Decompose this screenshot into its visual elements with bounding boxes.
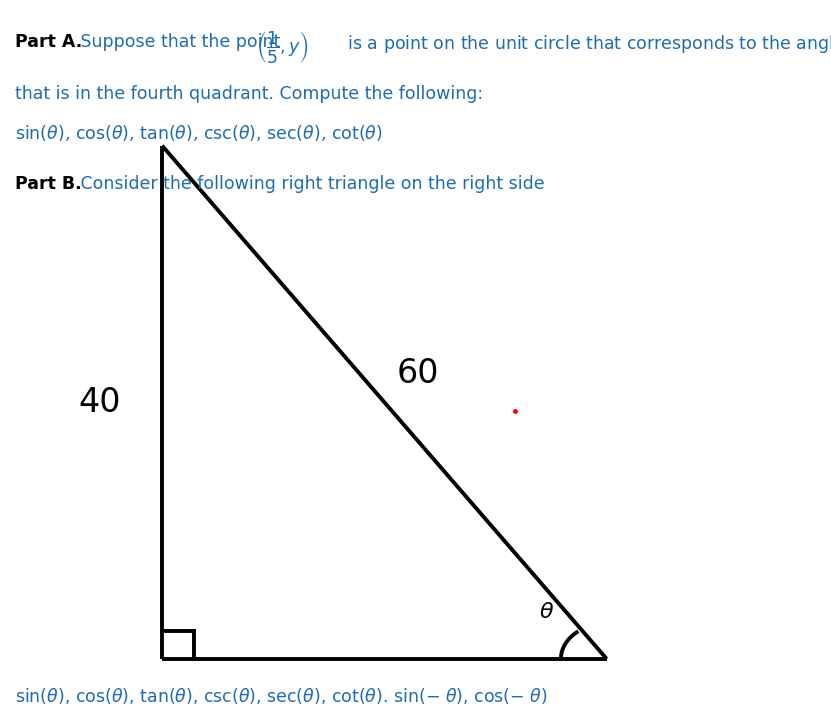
- Text: Part B.: Part B.: [15, 175, 81, 194]
- Text: $\left(\dfrac{1}{5}, y\right)$: $\left(\dfrac{1}{5}, y\right)$: [256, 29, 308, 65]
- Text: that is in the fourth quadrant. Compute the following:: that is in the fourth quadrant. Compute …: [15, 85, 483, 103]
- Text: $\theta$: $\theta$: [539, 601, 554, 622]
- Text: sin($\theta$), cos($\theta$), tan($\theta$), csc($\theta$), sec($\theta$), cot($: sin($\theta$), cos($\theta$), tan($\thet…: [15, 686, 548, 705]
- Text: Part A.: Part A.: [15, 33, 82, 51]
- Text: Consider the following right triangle on the right side: Consider the following right triangle on…: [75, 175, 544, 194]
- Text: is a point on the unit circle that corresponds to the angle $\theta$: is a point on the unit circle that corre…: [342, 33, 831, 55]
- Text: 40: 40: [78, 386, 121, 419]
- Text: sin($\theta$), cos($\theta$), tan($\theta$), csc($\theta$), sec($\theta$), cot($: sin($\theta$), cos($\theta$), tan($\thet…: [15, 123, 383, 143]
- Text: Suppose that the point: Suppose that the point: [75, 33, 286, 51]
- Text: 60: 60: [396, 357, 439, 389]
